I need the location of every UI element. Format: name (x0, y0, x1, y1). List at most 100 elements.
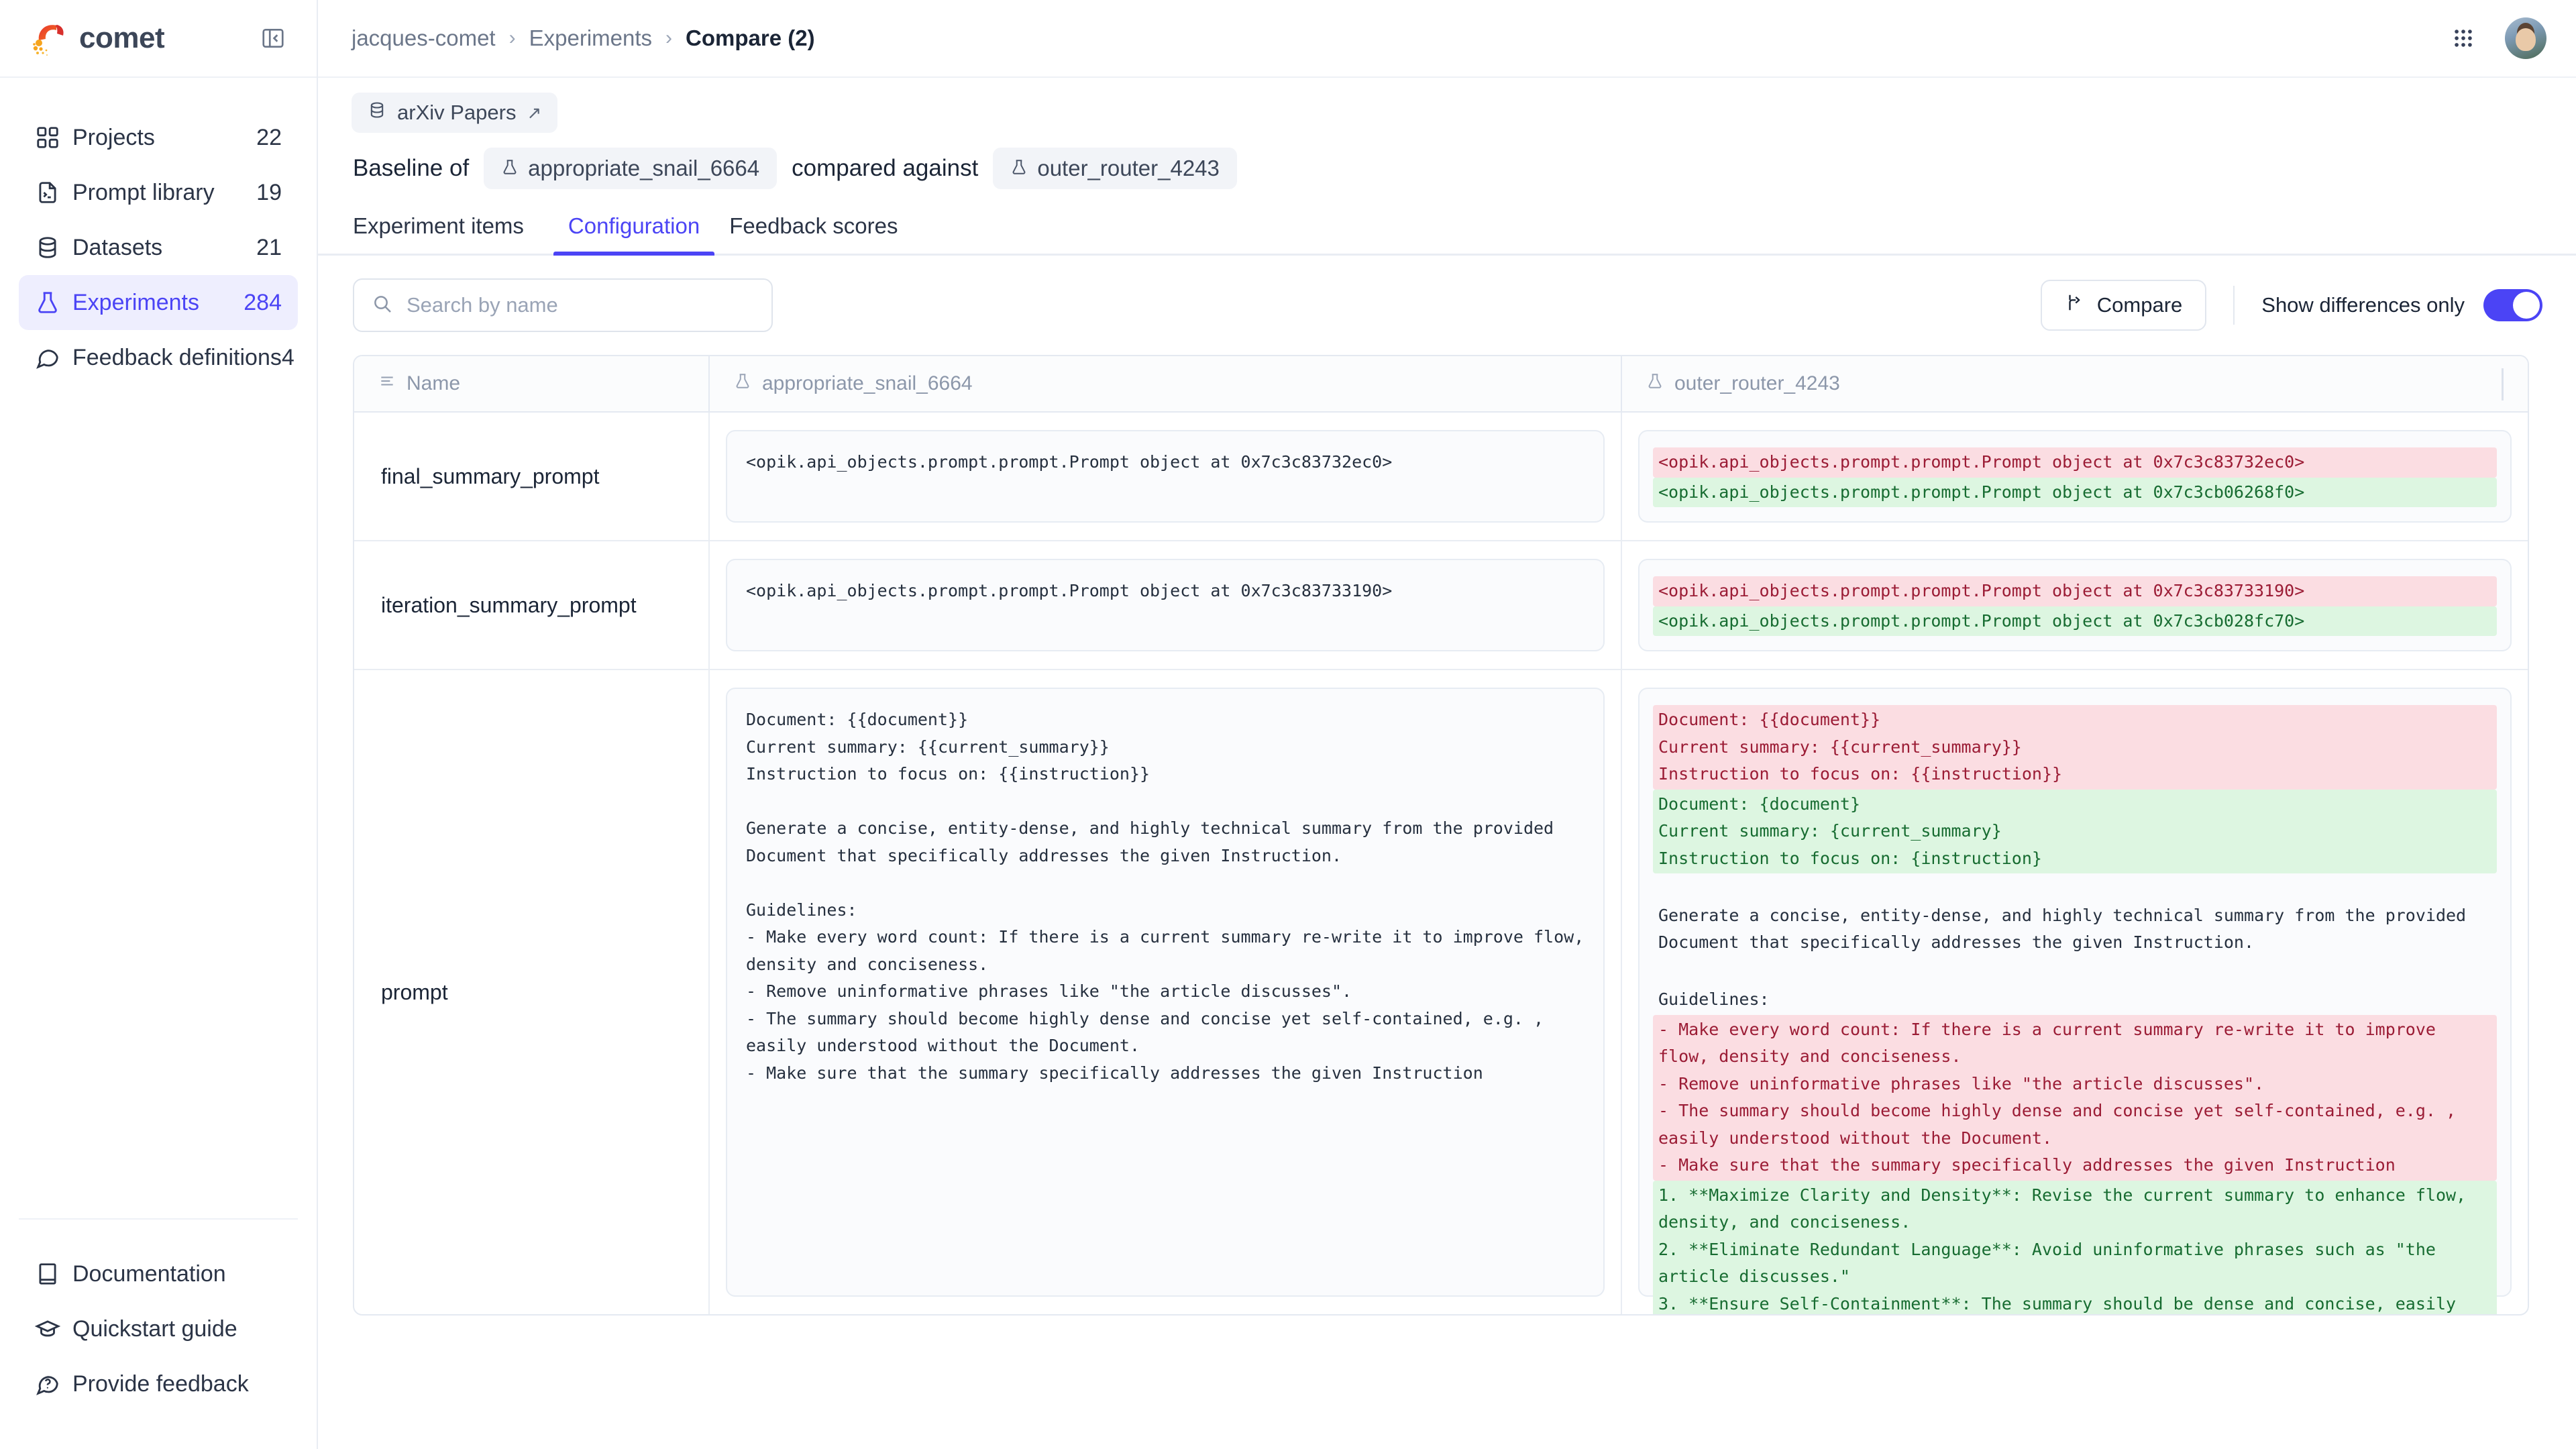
diff-blank-line (1653, 958, 2497, 985)
cell-value-baseline: Document: {{document}} Current summary: … (710, 670, 1622, 1314)
dataset-bar: arXiv Papers ↗ (318, 78, 2576, 133)
compare-button[interactable]: Compare (2040, 280, 2207, 331)
value-box: <opik.api_objects.prompt.prompt.Prompt o… (726, 559, 1605, 651)
flask-icon (1010, 156, 1028, 181)
cell-config-name: prompt (354, 670, 710, 1314)
grid-squares-icon (35, 125, 64, 150)
branch-compare-icon (2065, 292, 2085, 318)
question-bubble-icon (35, 1371, 64, 1397)
breadcrumb-item-experiments[interactable]: Experiments (529, 25, 653, 50)
breadcrumb: jacques-comet › Experiments › Compare (2… (352, 25, 815, 51)
toolbar: Compare Show differences only (318, 256, 2576, 332)
sidebar-nav: Projects 22 Prompt library 19 (0, 78, 317, 1218)
value-box: <opik.api_objects.prompt.prompt.Prompt o… (726, 430, 1605, 523)
prompt-file-icon (35, 180, 64, 205)
column-header-experiment-b[interactable]: outer_router_4243 (1622, 356, 2528, 411)
diff-context-segment: <opik.api_objects.prompt.prompt.Prompt o… (746, 581, 1393, 600)
book-icon (35, 1261, 64, 1287)
sidebar-item-datasets[interactable]: Datasets 21 (19, 220, 298, 275)
breadcrumb-separator: › (665, 27, 673, 49)
database-icon (35, 235, 64, 260)
comment-icon (35, 345, 64, 370)
avatar[interactable] (2505, 17, 2546, 59)
experiment-chip-baseline[interactable]: appropriate_snail_6664 (484, 148, 777, 189)
brand-header: comet (0, 0, 317, 78)
tab-feedback-scores[interactable]: Feedback scores (729, 213, 898, 238)
value-box: <opik.api_objects.prompt.prompt.Prompt o… (1638, 559, 2512, 651)
search-input[interactable] (407, 293, 754, 317)
sidebar-item-feedback-definitions[interactable]: Feedback definitions 4 (19, 330, 298, 385)
column-header-label: Name (407, 372, 461, 394)
value-box: Document: {{document}} Current summary: … (726, 688, 1605, 1297)
column-header-label: outer_router_4243 (1674, 372, 1840, 394)
tab-configuration[interactable]: Configuration (553, 213, 715, 256)
show-differences-label: Show differences only (2261, 293, 2465, 317)
search-box[interactable] (353, 278, 773, 332)
table-header-row: Name appropriate_snail_6664 (354, 356, 2528, 413)
search-icon (372, 293, 393, 318)
diff-added-segment: 1. **Maximize Clarity and Density**: Rev… (1653, 1180, 2497, 1314)
sidebar: comet Projects 22 (0, 0, 318, 1449)
flask-icon (734, 372, 751, 395)
table-row: prompt Document: {{document}} Current sum… (354, 670, 2528, 1314)
diff-removed-segment: <opik.api_objects.prompt.prompt.Prompt o… (1653, 576, 2497, 606)
database-icon (368, 101, 386, 125)
sidebar-item-label: Feedback definitions (72, 344, 282, 370)
flask-icon (501, 156, 519, 181)
compare-summary-line: Baseline of appropriate_snail_6664 compa… (318, 133, 2576, 189)
diff-context-segment: <opik.api_objects.prompt.prompt.Prompt o… (746, 452, 1393, 472)
table-row: final_summary_prompt <opik.api_objects.pr… (354, 413, 2528, 541)
external-link-icon: ↗ (527, 102, 542, 123)
sidebar-item-label: Experiments (72, 289, 199, 315)
compare-prefix-label: Baseline of (353, 155, 470, 181)
diff-blank-line (1653, 873, 2497, 901)
experiment-chip-compared[interactable]: outer_router_4243 (993, 148, 1237, 189)
flask-icon (1646, 372, 1664, 395)
breadcrumb-item-workspace[interactable]: jacques-comet (352, 25, 496, 50)
sidebar-item-quickstart-guide[interactable]: Quickstart guide (19, 1301, 298, 1356)
sidebar-item-count: 284 (244, 289, 282, 315)
toolbar-right: Compare Show differences only (2040, 280, 2542, 331)
breadcrumb-separator: › (508, 27, 516, 49)
sidebar-item-count: 22 (256, 124, 282, 150)
tab-experiment-items[interactable]: Experiment items (353, 213, 524, 238)
apps-grid-icon[interactable] (2449, 23, 2478, 53)
show-differences-toggle[interactable] (2483, 289, 2542, 321)
column-header-name[interactable]: Name (354, 356, 710, 411)
sidebar-item-documentation[interactable]: Documentation (19, 1246, 298, 1301)
sidebar-item-count: 21 (256, 234, 282, 260)
cell-value-baseline: <opik.api_objects.prompt.prompt.Prompt o… (710, 541, 1622, 669)
sidebar-footer-nav: Documentation Quickstart guide (0, 1218, 317, 1449)
cell-value-compared: Document: {{document}} Current summary: … (1622, 670, 2528, 1314)
diff-removed-segment: Document: {{document}} Current summary: … (1653, 705, 2497, 790)
sidebar-item-label: Quickstart guide (72, 1316, 237, 1342)
breadcrumb-item-compare: Compare (2) (686, 25, 815, 50)
comet-logo-icon (30, 19, 68, 58)
cell-value-baseline: <opik.api_objects.prompt.prompt.Prompt o… (710, 413, 1622, 540)
diff-context-segment: Generate a concise, entity-dense, and hi… (1658, 905, 2477, 953)
sidebar-item-provide-feedback[interactable]: Provide feedback (19, 1356, 298, 1411)
flask-icon (35, 290, 64, 315)
config-table-wrap: Name appropriate_snail_6664 (318, 332, 2576, 1449)
compare-button-label: Compare (2096, 293, 2183, 317)
cell-config-name: iteration_summary_prompt (354, 541, 710, 669)
sidebar-item-experiments[interactable]: Experiments 284 (19, 275, 298, 330)
sidebar-divider (19, 1218, 298, 1220)
diff-added-segment: <opik.api_objects.prompt.prompt.Prompt o… (1653, 477, 2497, 507)
sidebar-item-projects[interactable]: Projects 22 (19, 110, 298, 165)
main-area: jacques-comet › Experiments › Compare (2… (318, 0, 2576, 1449)
tab-bar: Experiment items Configuration Feedback … (318, 189, 2576, 256)
brand-name: comet (79, 21, 165, 54)
graduation-cap-icon (35, 1316, 64, 1342)
sidebar-item-prompt-library[interactable]: Prompt library 19 (19, 165, 298, 220)
sidebar-item-count: 4 (281, 344, 294, 370)
cell-value-compared: <opik.api_objects.prompt.prompt.Prompt o… (1622, 541, 2528, 669)
sidebar-item-label: Prompt library (72, 179, 215, 205)
panel-collapse-icon[interactable] (258, 23, 288, 54)
diff-removed-segment: <opik.api_objects.prompt.prompt.Prompt o… (1653, 447, 2497, 478)
column-header-experiment-a[interactable]: appropriate_snail_6664 (710, 356, 1622, 411)
top-bar: jacques-comet › Experiments › Compare (2… (318, 0, 2576, 78)
value-box: <opik.api_objects.prompt.prompt.Prompt o… (1638, 430, 2512, 523)
dataset-chip-arxiv-papers[interactable]: arXiv Papers ↗ (352, 93, 558, 133)
diff-context-segment: Document: {{document}} Current summary: … (746, 710, 1585, 1083)
